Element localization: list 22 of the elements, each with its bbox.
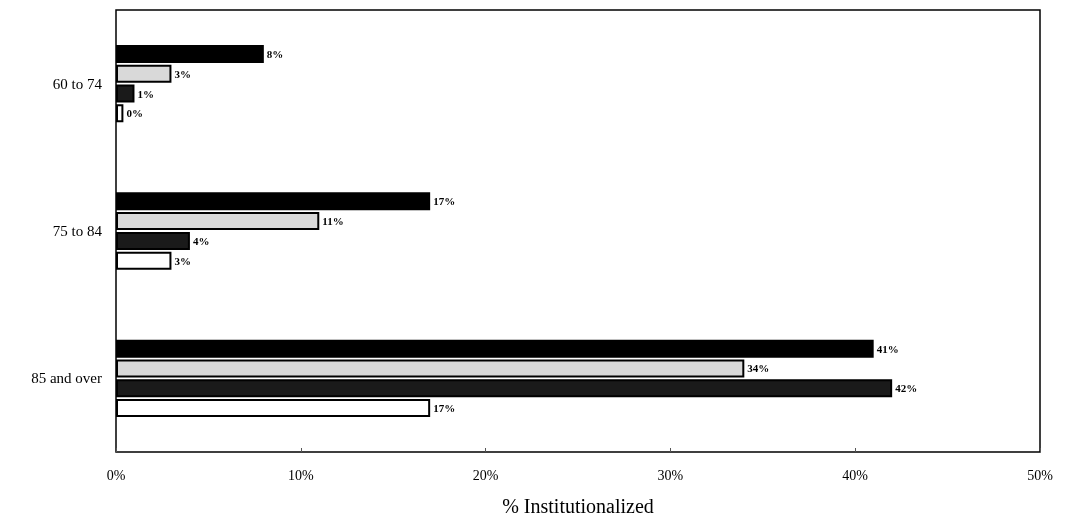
data-label: 34% — [747, 362, 770, 375]
data-label: 41% — [876, 342, 899, 355]
y-tick-label: 85 and over — [31, 370, 102, 387]
x-tick-label: 40% — [842, 467, 869, 483]
data-label: 42% — [895, 382, 918, 395]
x-tick-label: 0% — [106, 467, 126, 483]
x-axis-title: % Institutionalized — [502, 495, 654, 517]
x-tick-label: 20% — [472, 467, 499, 483]
data-label: 8% — [266, 47, 284, 60]
data-label: 11% — [322, 215, 344, 228]
x-tick-label: 10% — [287, 467, 314, 483]
data-label: 4% — [192, 234, 210, 247]
data-label: 1% — [137, 87, 154, 100]
data-label: 17% — [433, 402, 456, 415]
y-tick-label: 60 to 74 — [52, 75, 103, 92]
y-tick-label: 75 to 84 — [52, 223, 103, 239]
x-tick-label: 50% — [1027, 467, 1054, 483]
data-label: 0% — [126, 107, 143, 120]
data-label: 3% — [174, 67, 191, 80]
data-label: 17% — [433, 195, 456, 208]
data-label: 3% — [174, 254, 191, 267]
x-tick-label: 30% — [657, 467, 684, 483]
